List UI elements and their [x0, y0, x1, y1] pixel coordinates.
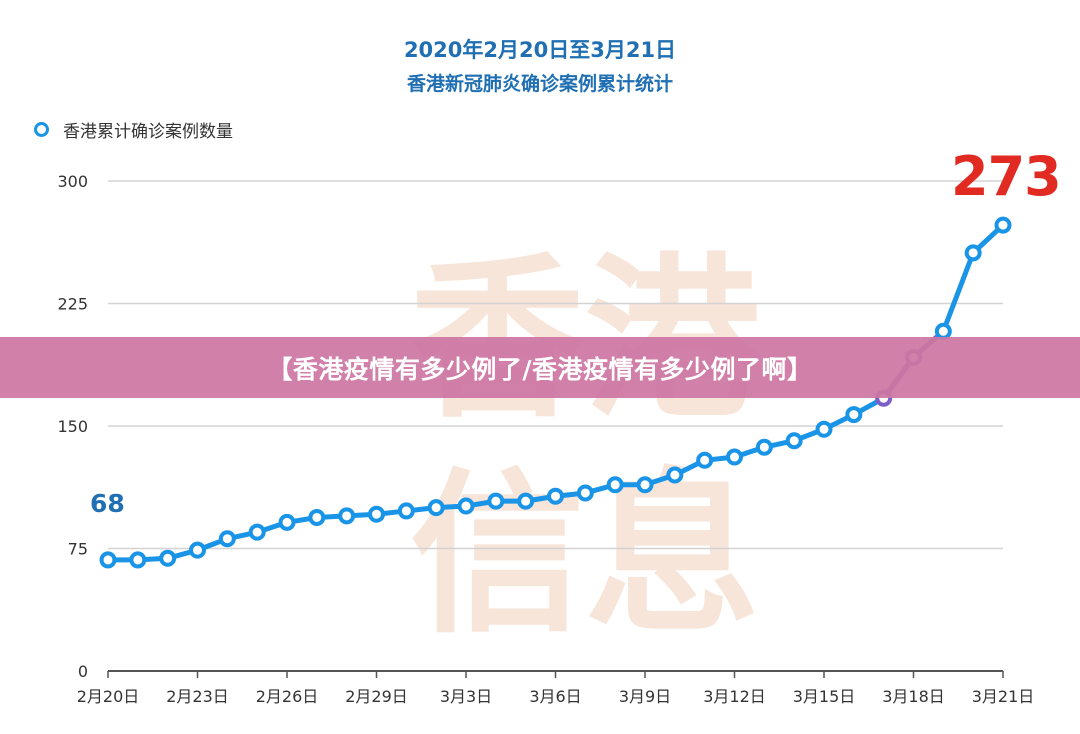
data-point — [368, 505, 385, 523]
data-point — [308, 508, 326, 526]
data-point — [755, 438, 773, 456]
data-point — [845, 406, 863, 424]
data-point — [547, 487, 564, 505]
legend-label: 香港累计确诊案例数量 — [63, 122, 233, 142]
chart-title-date-range: 2020年2月20日至3月21日 — [403, 38, 677, 62]
data-point — [934, 322, 952, 340]
data-point — [517, 492, 535, 510]
data-point — [726, 448, 743, 466]
data-point — [338, 507, 356, 525]
x-tick-label: 2月29日 — [345, 687, 408, 706]
watermark-char-3: 信 — [410, 454, 585, 657]
data-point — [576, 484, 594, 502]
y-tick-label: 300 — [57, 172, 88, 191]
y-tick-label: 75 — [68, 540, 88, 559]
data-point — [636, 476, 654, 494]
legend: 香港累计确诊案例数量 — [34, 117, 233, 142]
data-point — [994, 216, 1012, 234]
data-point — [964, 244, 982, 262]
data-point — [397, 502, 415, 520]
data-point — [248, 523, 266, 541]
x-tick-label: 2月23日 — [166, 687, 229, 706]
chart-title: 香港新冠肺炎确诊案例累计统计 — [406, 73, 673, 95]
legend-marker-icon — [34, 122, 49, 137]
x-tick-label: 3月21日 — [972, 687, 1035, 706]
start-value-label: 68 — [90, 489, 125, 518]
data-point — [606, 476, 624, 494]
x-tick-label: 2月20日 — [77, 687, 140, 706]
x-tick-label: 3月12日 — [703, 687, 766, 706]
data-point — [815, 420, 833, 438]
x-tick-label: 3月15日 — [793, 687, 856, 706]
y-tick-label: 225 — [57, 295, 88, 314]
data-point — [457, 497, 475, 515]
data-point — [218, 530, 236, 548]
y-tick-label: 150 — [57, 417, 88, 436]
x-tick-label: 3月9日 — [619, 687, 671, 706]
data-point — [487, 492, 505, 510]
banner-text: 【香港疫情有多少例了/香港疫情有多少例了啊】 — [267, 354, 813, 384]
data-point — [278, 513, 296, 531]
data-point — [785, 432, 803, 450]
data-point — [666, 466, 684, 484]
data-point — [159, 549, 177, 567]
overlay-banner: 【香港疫情有多少例了/香港疫情有多少例了啊】 — [0, 337, 1080, 398]
x-tick-label: 3月3日 — [440, 687, 492, 706]
data-point — [696, 451, 714, 469]
x-tick-label: 3月6日 — [529, 687, 581, 706]
x-tick-label: 3月18日 — [882, 687, 945, 706]
data-point — [129, 551, 147, 569]
y-tick-label: 0 — [78, 662, 88, 681]
data-point — [99, 551, 117, 569]
data-point — [189, 541, 206, 559]
data-point — [427, 499, 445, 517]
end-value-label: 273 — [951, 145, 1062, 208]
x-tick-label: 2月26日 — [256, 687, 319, 706]
